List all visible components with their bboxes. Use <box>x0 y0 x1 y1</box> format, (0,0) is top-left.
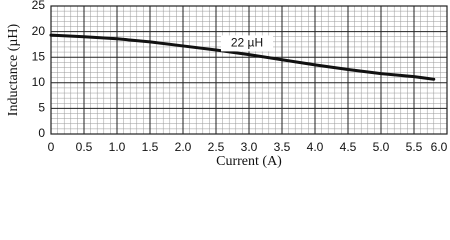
x-tick-label: 3.0 <box>241 140 258 154</box>
chart: Current (A) Inductance (µH) 0 0.5 1.0 1.5 2.… <box>6 0 448 169</box>
x-tick-label: 5.5 <box>406 140 423 154</box>
y-tick-label: 20 <box>32 24 46 38</box>
data-line <box>49 33 436 81</box>
x-axis-label: Current (A) <box>216 154 282 169</box>
x-tick-label: 4.5 <box>340 140 357 154</box>
y-tick-label: 0 <box>38 126 45 140</box>
x-tick-label: 0 <box>48 140 55 154</box>
x-tick-label: 0.5 <box>76 140 93 154</box>
x-tick-label: 5.0 <box>373 140 390 154</box>
y-tick-label: 5 <box>38 101 45 115</box>
y-tick-label: 25 <box>32 0 46 12</box>
x-tick-label: 2.0 <box>175 140 192 154</box>
y-axis-label: Inductance (µH) <box>6 23 21 116</box>
x-tick-label: 4.0 <box>307 140 324 154</box>
y-tick-label: 10 <box>32 75 46 89</box>
x-tick-label: 1.5 <box>142 140 159 154</box>
x-tick-label: 2.5 <box>208 140 225 154</box>
annotation: 22 µH <box>231 36 263 50</box>
y-tick-label: 15 <box>32 49 46 63</box>
x-tick-label: 1.0 <box>109 140 126 154</box>
plot-frame <box>50 5 448 135</box>
annotation-background <box>221 35 273 52</box>
x-tick-label: 3.5 <box>274 140 291 154</box>
x-tick-label: 6.0 <box>431 140 448 154</box>
